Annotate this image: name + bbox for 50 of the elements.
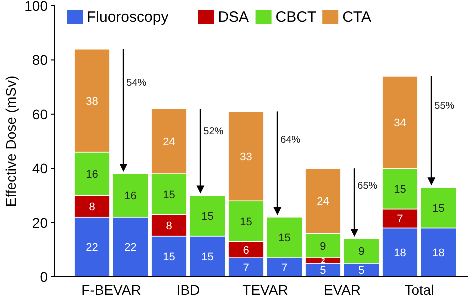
data-label: 7 [282,262,288,274]
data-label: 9 [320,240,326,253]
y-tick-label: 60 [32,106,48,122]
data-label: 5 [320,265,326,278]
data-label: 6 [243,244,250,257]
annotation: 54% [126,78,147,90]
data-label: 34 [394,117,406,130]
data-label: 15 [394,184,406,196]
data-label: 5 [358,265,365,278]
legend-label: DSA [218,9,250,26]
data-label: 15 [202,252,214,264]
data-label: 15 [163,252,176,264]
data-label: 7 [397,214,404,226]
legend-label: CBCT [276,9,317,26]
y-tick-label: 40 [32,160,48,177]
x-tick-label: TEVAR [242,282,288,298]
data-label: 16 [124,190,137,203]
data-label: 24 [163,136,176,148]
data-label: 18 [394,248,406,260]
data-label: 15 [163,189,176,202]
data-label: 22 [124,242,137,254]
data-label: 15 [278,232,291,245]
data-label: 16 [86,168,98,181]
legend-label: CTA [342,9,372,26]
y-tick-label: 20 [32,214,48,231]
data-label: 22 [86,242,98,254]
y-axis-title: Effective Dose (mSv) [3,76,19,208]
data-label: 15 [202,210,214,223]
data-label: 38 [86,96,98,108]
x-tick-label: F-BEVAR [82,282,142,298]
annotation: 65% [358,181,378,192]
data-label: 9 [358,246,365,258]
annotation: 52% [204,126,224,138]
y-tick-label: 80 [32,52,48,68]
x-tick-label: Total [404,282,434,298]
annotation: 55% [434,101,455,112]
data-label: 8 [166,220,172,232]
annotation: 64% [280,134,301,146]
data-label: 8 [89,202,96,214]
data-label: 15 [432,202,445,215]
data-label: 18 [432,248,445,260]
x-tick-label: EVAR [324,282,362,298]
legend-label: Fluoroscopy [87,9,170,26]
data-label: 7 [243,262,250,274]
y-tick-label: 0 [40,269,48,285]
y-tick-label: 100 [24,0,48,14]
data-label: 33 [240,151,252,164]
data-label: 15 [240,216,252,228]
data-label: 24 [317,196,330,208]
x-tick-label: IBD [176,282,200,298]
